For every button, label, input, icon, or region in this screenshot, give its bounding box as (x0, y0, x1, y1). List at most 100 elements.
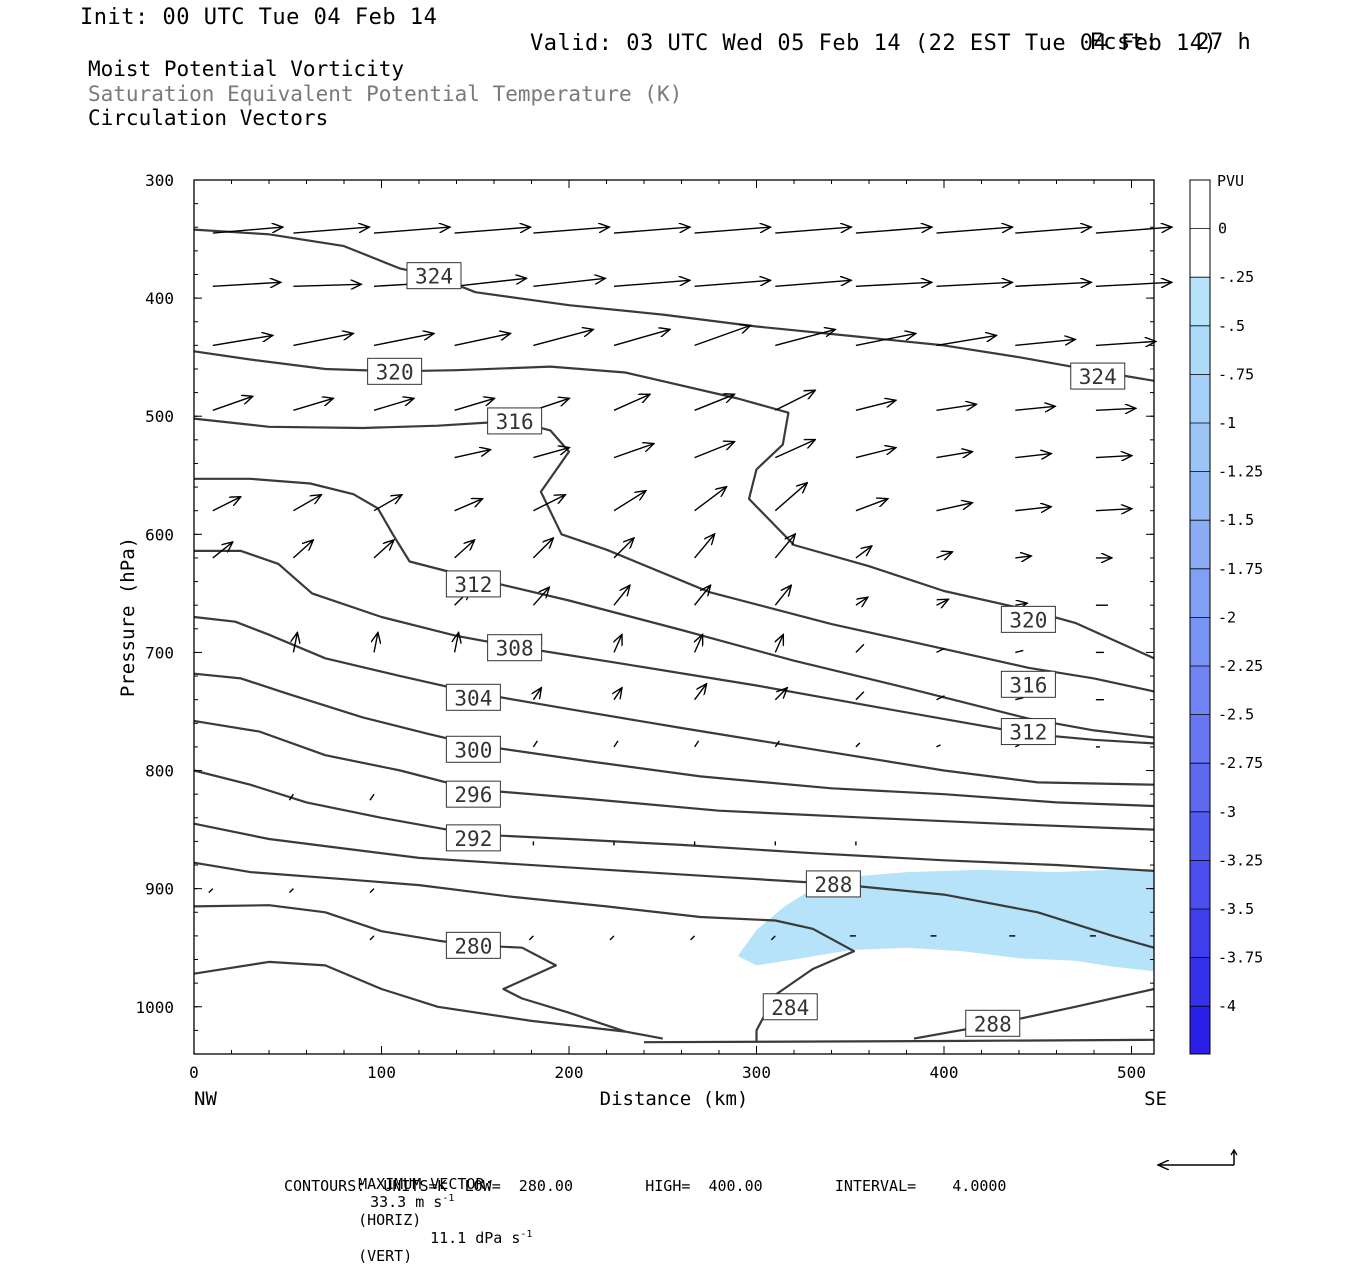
contour-label: 284 (771, 996, 809, 1020)
contour-label: 312 (454, 573, 492, 597)
colorbar-label: -.5 (1218, 317, 1245, 335)
circulation-vector (373, 540, 394, 559)
colorbar-label: -3.25 (1218, 851, 1263, 869)
circulation-vector (454, 227, 531, 234)
colorbar-label: -2.75 (1218, 754, 1263, 772)
circulation-vector (695, 634, 703, 653)
max-vector-vert: 11.1 dPa s (430, 1229, 521, 1247)
circulation-vector (774, 390, 815, 411)
circulation-vector (288, 793, 294, 801)
circulation-vector (454, 450, 491, 459)
circulation-vector (454, 333, 511, 347)
circulation-vector (694, 487, 727, 512)
colorbar-label: -.25 (1218, 268, 1254, 286)
y-axis-title: Pressure (hPa) (117, 537, 139, 697)
x-tick-label: 300 (742, 1063, 771, 1082)
contour-label-box (1000, 718, 1056, 746)
circulation-vector (936, 452, 973, 458)
colorbar-label: -3 (1218, 803, 1236, 821)
circulation-vector (694, 325, 751, 347)
circulation-vector (1015, 649, 1024, 654)
circulation-vector (1015, 282, 1091, 286)
contour-label-box (445, 931, 501, 959)
circulation-vector (694, 280, 771, 287)
circulation-vector (533, 227, 609, 234)
colorbar-swatch (1190, 520, 1210, 569)
contour-label-box (445, 683, 501, 711)
circulation-vector (936, 695, 945, 701)
circulation-vector (855, 227, 932, 234)
circulation-vector (855, 400, 896, 411)
contour-label-box (762, 993, 818, 1021)
circulation-vector (1095, 282, 1172, 286)
contour-label: 288 (974, 1012, 1012, 1036)
circulation-vector (775, 440, 815, 459)
circulation-vector (694, 442, 735, 459)
circulation-vector (212, 497, 241, 512)
contour-label: 312 (1009, 721, 1047, 745)
colorbar-swatch (1190, 1006, 1210, 1054)
colorbar-label: -2 (1218, 608, 1236, 626)
contour-300 (193, 672, 1155, 808)
forecast-label: Fcst: 27 h (1062, 5, 1251, 55)
colorbar-swatch (1190, 277, 1210, 326)
contour-label-box (445, 570, 501, 598)
contour-284 (193, 861, 856, 1043)
circulation-vector (1015, 406, 1055, 410)
circulation-vector (293, 333, 353, 347)
circulation-vector (694, 534, 715, 559)
circulation-vector (1015, 507, 1051, 511)
circulation-vector (288, 888, 294, 894)
circulation-vector (775, 329, 835, 347)
contour-label-box (406, 262, 462, 290)
circulation-vector (855, 643, 865, 653)
contour-label: 288 (814, 873, 852, 897)
circulation-vector (293, 495, 321, 512)
contour-label-box (487, 634, 543, 662)
pv-colorbar: 0 -.25 -.5 -.75 -1 -1.25 -1.5 -1.75 -2 -2.25 -2.5 -… (1189, 179, 1263, 1055)
circulation-vector (454, 278, 527, 287)
circulation-vector (775, 280, 851, 287)
circulation-vector (855, 448, 896, 459)
circulation-vector (774, 740, 780, 748)
y-tick-label: 600 (145, 525, 174, 544)
max-vector-horiz-exp: -1 (442, 1193, 455, 1204)
contour-label: 280 (454, 934, 492, 958)
circulation-vector (855, 742, 861, 748)
cross-section-chart: 324 324 320 316 320 312 316 308 312 304 300 296 292 2… (117, 171, 1263, 1200)
circulation-vector (454, 398, 495, 411)
contour-label-box (1070, 362, 1126, 390)
circulation-vector (208, 888, 214, 894)
circulation-vector (613, 227, 690, 234)
circulation-vector (212, 335, 273, 347)
contour-label: 324 (1079, 365, 1117, 389)
forecast-hour: 27 h (1196, 30, 1252, 55)
contour-304 (193, 615, 1155, 786)
circulation-vector (374, 632, 378, 653)
circulation-vector (690, 935, 696, 941)
colorbar-swatch (1190, 374, 1210, 423)
circulation-vector (1015, 339, 1075, 347)
x-axis-left-end: NW (194, 1088, 217, 1110)
circulation-vector (1095, 227, 1172, 234)
colorbar-swatch (1190, 763, 1210, 812)
circulation-vectors (208, 227, 1172, 941)
circulation-vector (212, 282, 281, 286)
contour-label-box (805, 870, 861, 898)
max-vector-line: MAXIMUM VECTOR: 33.3 m s-1 (HORIZ) 11.1 … (340, 1157, 532, 1265)
colorbar-label: 0 (1218, 220, 1227, 238)
circulation-vector (613, 585, 630, 606)
contour-labels: 324 324 320 316 320 312 316 308 312 304 300 296 292 2… (367, 262, 1126, 1037)
colorbar-unit: PVU (1217, 172, 1244, 190)
circulation-vector (373, 333, 434, 347)
circulation-vector (293, 227, 369, 234)
colorbar-swatch (1190, 568, 1210, 618)
contour-label: 316 (496, 410, 534, 434)
circulation-vector (614, 688, 622, 701)
contour-316 (193, 417, 1155, 693)
circulation-vector (609, 935, 615, 941)
circulation-vector (212, 542, 233, 559)
colorbar-swatch (1190, 860, 1210, 909)
colorbar-swatch (1190, 811, 1210, 861)
circulation-vector (532, 587, 549, 606)
